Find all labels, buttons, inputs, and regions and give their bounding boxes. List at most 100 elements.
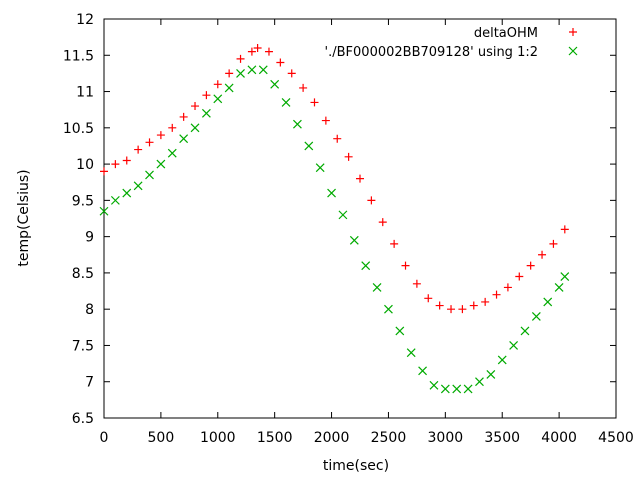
data-point xyxy=(401,261,410,270)
data-point xyxy=(463,384,473,394)
data-point xyxy=(247,47,256,56)
x-tick-label: 4500 xyxy=(598,430,634,446)
data-point xyxy=(201,108,211,118)
data-point xyxy=(361,261,371,271)
data-point xyxy=(469,301,478,310)
data-point xyxy=(503,283,512,292)
data-point xyxy=(440,384,450,394)
data-point xyxy=(549,239,558,248)
data-point xyxy=(310,98,319,107)
data-point xyxy=(276,58,285,67)
x-tick-label: 1500 xyxy=(257,430,293,446)
data-point xyxy=(406,348,416,358)
data-point xyxy=(100,167,108,176)
legend-entry-deltaOHM: deltaOHM xyxy=(474,26,577,41)
x-tick-label: 1000 xyxy=(200,430,236,446)
data-point xyxy=(395,326,405,336)
y-tick-label: 9 xyxy=(85,230,94,246)
data-point xyxy=(236,54,245,63)
data-point xyxy=(264,47,273,56)
x-tick-label: 500 xyxy=(148,430,175,446)
data-point xyxy=(412,279,421,288)
data-point xyxy=(156,131,165,140)
data-point xyxy=(327,188,336,198)
x-tick-label: 3500 xyxy=(484,430,520,446)
plot-frame xyxy=(103,18,617,419)
data-point xyxy=(531,312,541,321)
series-1 xyxy=(99,65,570,394)
x-tick-label: 0 xyxy=(100,430,109,446)
data-point xyxy=(202,91,211,100)
data-point xyxy=(110,195,120,205)
x-axis-label: time(sec) xyxy=(323,458,389,474)
data-point xyxy=(304,141,314,151)
data-point xyxy=(560,225,569,234)
y-tick-label: 7.5 xyxy=(72,338,94,354)
data-point xyxy=(156,159,166,169)
data-point xyxy=(321,116,330,125)
data-point xyxy=(258,65,268,75)
y-tick-label: 11.5 xyxy=(63,48,94,64)
data-point xyxy=(560,272,570,281)
data-point xyxy=(515,272,524,281)
data-point xyxy=(247,65,257,75)
x-tick-label: 4000 xyxy=(541,430,577,446)
legend-marker-shape xyxy=(568,46,578,56)
data-point xyxy=(179,112,188,121)
data-point xyxy=(134,145,143,154)
data-point xyxy=(452,384,462,394)
data-point xyxy=(213,80,222,89)
data-point xyxy=(133,181,143,191)
data-point xyxy=(236,68,245,78)
data-point xyxy=(99,206,109,216)
data-point xyxy=(520,326,530,336)
data-point xyxy=(447,305,456,314)
y-tick-label: 8.5 xyxy=(72,266,94,282)
data-point xyxy=(145,170,154,180)
data-point xyxy=(475,377,484,387)
data-point xyxy=(344,152,353,161)
data-point xyxy=(225,69,234,78)
legend-marker-shape xyxy=(569,28,577,36)
legend: deltaOHM './BF000002BB709128' using 1:2 xyxy=(325,26,578,60)
data-point xyxy=(191,102,200,111)
data-point xyxy=(168,123,177,132)
legend-marker-bf-series xyxy=(568,46,578,56)
data-point xyxy=(179,134,189,144)
data-point xyxy=(333,134,342,143)
data-point xyxy=(315,163,325,173)
data-point xyxy=(509,341,519,350)
data-point xyxy=(167,148,177,158)
y-axis: 6.5 7 7.5 8 8.5 9 9.5 10 10.5 11 11.5 12 xyxy=(63,12,616,427)
data-point xyxy=(526,261,535,270)
x-tick-label: 2500 xyxy=(371,430,407,446)
data-point xyxy=(424,294,433,303)
data-point xyxy=(356,174,364,183)
data-point xyxy=(372,282,382,292)
y-tick-label: 11 xyxy=(76,85,94,101)
data-point xyxy=(253,44,262,53)
data-point xyxy=(190,123,200,133)
legend-label-deltaOHM: deltaOHM xyxy=(474,26,538,41)
legend-entry-bf-series: './BF000002BB709128' using 1:2 xyxy=(325,45,578,60)
data-point xyxy=(292,119,302,129)
data-point xyxy=(554,282,564,292)
data-point xyxy=(122,156,131,165)
y-tick-label: 7 xyxy=(85,375,94,391)
data-point xyxy=(481,297,490,306)
data-point xyxy=(224,83,234,93)
data-point xyxy=(367,196,376,205)
data-point xyxy=(270,79,280,89)
data-point xyxy=(384,304,393,314)
plot-area-border xyxy=(103,18,617,419)
x-axis: 0 500 1000 1500 2000 2500 3000 3500 4000 4500 xyxy=(100,19,634,446)
y-tick-label: 8 xyxy=(85,302,94,318)
data-point xyxy=(538,250,547,259)
y-tick-label: 10 xyxy=(76,157,94,173)
series-0 xyxy=(100,44,569,314)
x-tick-label: 3000 xyxy=(428,430,464,446)
legend-marker-deltaOHM xyxy=(569,28,577,36)
x-tick-label: 2000 xyxy=(314,430,350,446)
data-point xyxy=(418,366,428,376)
